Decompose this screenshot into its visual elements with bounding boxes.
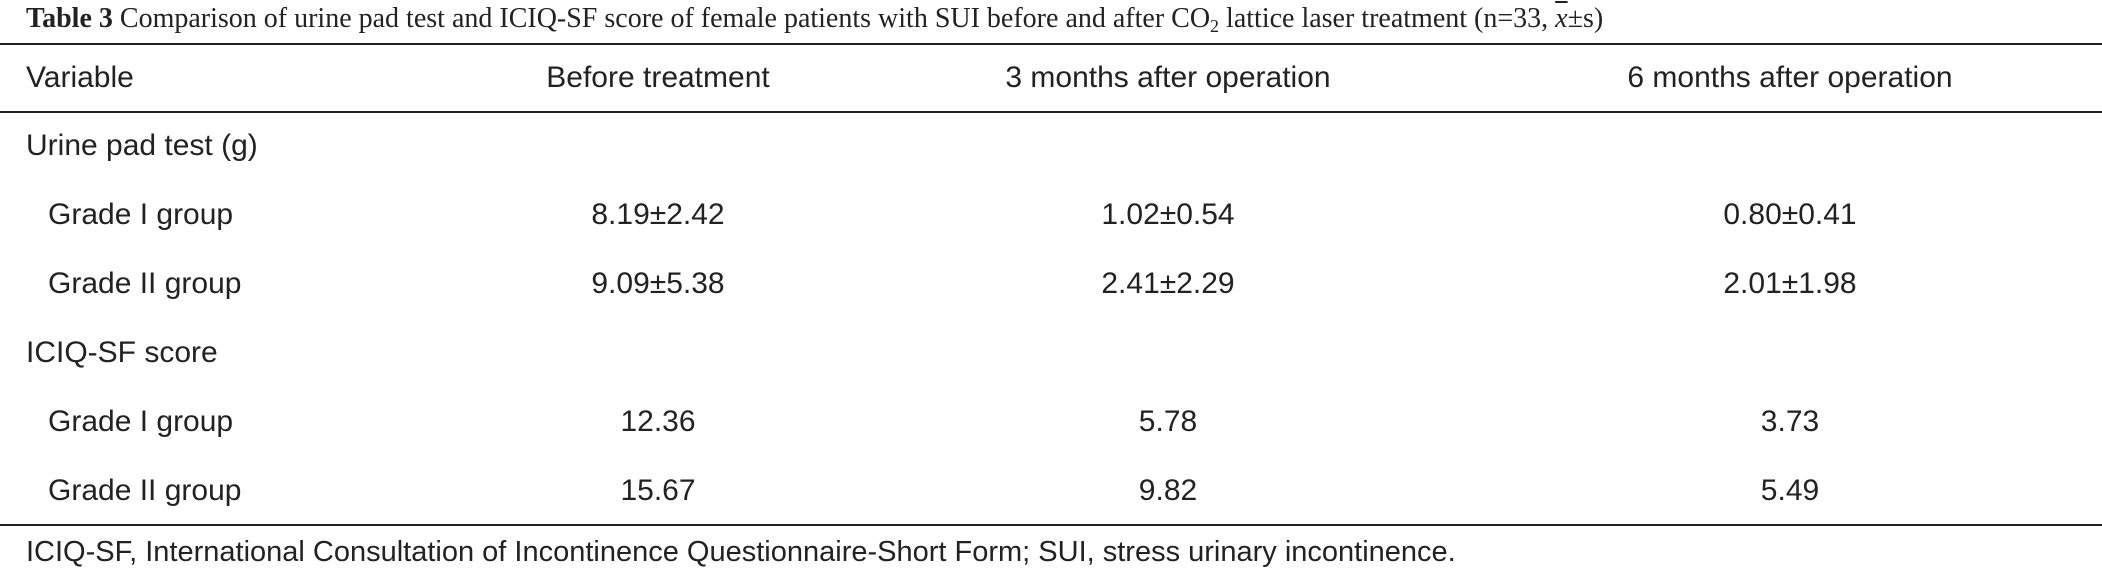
bottom-rule [0, 524, 2102, 526]
header-rule [0, 111, 2102, 113]
table-cell: 0.80±0.41 [1723, 197, 1857, 231]
row-label: Grade I group [48, 197, 234, 231]
table-footnote: ICIQ-SF, International Consultation of I… [26, 536, 1456, 568]
section-label-urine-pad: Urine pad test (g) [26, 128, 258, 162]
header-3-months: 3 months after operation [1005, 61, 1331, 94]
header-variable: Variable [26, 61, 134, 94]
header-6-months: 6 months after operation [1627, 61, 1953, 94]
header-row: Variable Before treatment 3 months after… [0, 45, 2102, 111]
table-cell: 2.41±2.29 [1101, 266, 1235, 300]
section-row: Urine pad test (g) [0, 111, 2102, 180]
table-row: Grade II group 15.67 9.82 5.49 [0, 456, 2102, 525]
table-cell: 2.01±1.98 [1723, 266, 1857, 300]
caption-subscript: 2 [1210, 16, 1220, 36]
row-label: Grade I group [48, 404, 234, 438]
table-cell: 15.67 [620, 473, 696, 507]
header-before-treatment: Before treatment [546, 61, 770, 94]
row-label: Grade II group [48, 473, 242, 507]
table-cell: 5.49 [1760, 473, 1820, 507]
top-rule [0, 43, 2102, 45]
table-cell: 5.78 [1138, 404, 1198, 438]
section-row: ICIQ-SF score [0, 318, 2102, 387]
section-label-iciq-sf: ICIQ-SF score [26, 335, 218, 369]
data-table: Variable Before treatment 3 months after… [0, 45, 2102, 525]
table-cell: 9.82 [1138, 473, 1198, 507]
caption-text-end: ±s) [1567, 3, 1604, 34]
table-cell: 8.19±2.42 [591, 197, 725, 231]
caption-text: Comparison of urine pad test and ICIQ-SF… [119, 3, 1211, 34]
table-cell: 12.36 [620, 404, 696, 438]
table-row: Grade I group 8.19±2.42 1.02±0.54 0.80±0… [0, 180, 2102, 249]
table-row: Grade I group 12.36 5.78 3.73 [0, 387, 2102, 456]
table-caption: Table 3 Comparison of urine pad test and… [26, 2, 1603, 36]
mean-symbol: x [1555, 3, 1568, 34]
table-cell: 1.02±0.54 [1101, 197, 1235, 231]
table-row: Grade II group 9.09±5.38 2.41±2.29 2.01±… [0, 249, 2102, 318]
row-label: Grade II group [48, 266, 242, 300]
table-cell: 3.73 [1760, 404, 1820, 438]
table-number: Table 3 [26, 3, 113, 34]
table-cell: 9.09±5.38 [591, 266, 725, 300]
caption-text-continued: lattice laser treatment (n=33, [1219, 3, 1556, 34]
